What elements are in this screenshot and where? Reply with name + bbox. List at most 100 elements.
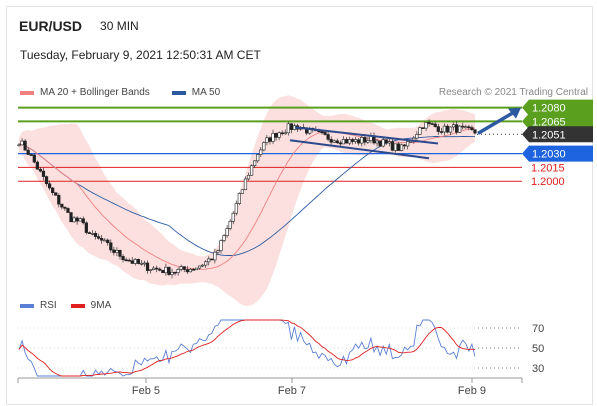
candle-body <box>363 137 367 143</box>
candle-body <box>461 125 465 128</box>
candle-body <box>207 258 211 263</box>
candle-body <box>216 250 220 253</box>
candle-body <box>44 176 49 185</box>
candle-body <box>338 142 342 145</box>
candle-body <box>415 134 419 139</box>
candle-body <box>387 141 391 144</box>
candle-body <box>274 133 278 138</box>
rsi-9ma-line <box>18 319 476 377</box>
datetime-label: Tuesday, February 9, 2021 12:50:31 AM CE… <box>20 48 261 62</box>
candle-body <box>326 134 330 140</box>
research-credit: Research © 2021 Trading Central <box>438 87 588 98</box>
legend-label-ma50: MA 50 <box>191 87 221 98</box>
legend-label-rsi: RSI <box>40 300 57 311</box>
candle-body <box>20 140 24 146</box>
candle-body <box>237 193 241 204</box>
channel-upper-line <box>294 126 439 145</box>
candle-body <box>277 132 281 138</box>
candle-body <box>396 143 401 151</box>
candle-body <box>320 131 324 134</box>
candle-body <box>57 194 61 205</box>
legend-label-ma20: MA 20 + Bollinger Bands <box>40 87 150 98</box>
candle-body <box>118 250 122 257</box>
rsi-tick-30: 30 <box>532 363 544 375</box>
candle-body <box>286 123 290 134</box>
time-tick-label: Feb 7 <box>278 385 306 397</box>
candle-body <box>145 262 150 271</box>
candle-body <box>433 123 437 127</box>
candle-body <box>399 144 404 151</box>
candle-body <box>354 139 358 142</box>
candle-body <box>403 144 407 147</box>
candle-body <box>341 139 346 145</box>
candle-body <box>347 139 352 144</box>
candle-body <box>357 139 361 144</box>
time-tick-label: Feb 9 <box>458 385 486 397</box>
symbol-label: EUR/USD <box>19 18 83 34</box>
candle-body <box>87 232 91 234</box>
interval-label: 30 MIN <box>100 19 139 33</box>
candle-body <box>253 160 257 166</box>
bollinger-band-area <box>19 95 475 307</box>
candle-body <box>225 228 229 236</box>
candle-body <box>458 125 462 133</box>
candle-body <box>130 260 134 264</box>
candle-body <box>182 266 186 270</box>
candle-body <box>106 239 110 244</box>
candle-body <box>409 141 413 143</box>
candle-body <box>54 192 58 196</box>
candle-body <box>442 125 446 133</box>
chart-header: EUR/USD 30 MIN <box>19 17 139 35</box>
legend-item-9ma: 9MA <box>70 300 112 311</box>
candle-body <box>344 139 349 144</box>
candle-body <box>112 249 116 253</box>
candle-body <box>406 141 410 147</box>
candle-body <box>81 218 85 224</box>
legend-swatch-rsi <box>20 303 34 308</box>
candle-body <box>234 203 238 214</box>
legend-swatch-ma20 <box>20 90 34 95</box>
candle-body <box>124 259 128 262</box>
candle-body <box>381 139 385 147</box>
candle-body <box>427 122 431 124</box>
candle-body <box>185 269 189 273</box>
forecast-arrow-shaft <box>477 110 516 135</box>
candle-body <box>109 242 113 251</box>
candle-body <box>421 127 425 129</box>
rsi-plot: 70 50 30 <box>18 319 544 377</box>
candle-body <box>323 132 327 135</box>
candle-body <box>283 132 287 135</box>
candle-body <box>393 143 398 151</box>
candle-body <box>23 140 27 151</box>
candle-body <box>262 142 266 151</box>
rsi-tick-50: 50 <box>532 343 544 355</box>
candle-body <box>329 139 333 143</box>
level-label-1.2000: 1.2000 <box>531 176 565 188</box>
candle-body <box>188 269 192 273</box>
candle-body <box>66 208 70 213</box>
candle-body <box>445 125 450 133</box>
forecast-arrow-head <box>508 107 521 119</box>
candle-body <box>378 140 382 147</box>
candle-body <box>17 144 21 147</box>
candle-body <box>69 212 73 223</box>
candle-body <box>158 268 162 271</box>
candle-body <box>464 126 468 129</box>
candle-body <box>451 124 456 128</box>
candle-body <box>390 141 394 151</box>
candle-body <box>121 256 125 261</box>
candle-body <box>176 269 180 273</box>
candle-body <box>29 154 33 156</box>
candle-body <box>439 131 443 133</box>
candle-body <box>100 238 104 241</box>
candle-body <box>228 220 232 229</box>
candle-body <box>72 217 76 223</box>
price-legend: MA 20 + Bollinger Bands MA 50 <box>20 87 242 98</box>
level-tag-1.2051 <box>522 126 593 143</box>
level-tag-1.2080 <box>522 99 593 116</box>
candle-body <box>470 127 474 131</box>
legend-label-9ma: 9MA <box>90 300 112 311</box>
level-tag-1.2065 <box>522 113 593 130</box>
candle-body <box>219 240 223 251</box>
